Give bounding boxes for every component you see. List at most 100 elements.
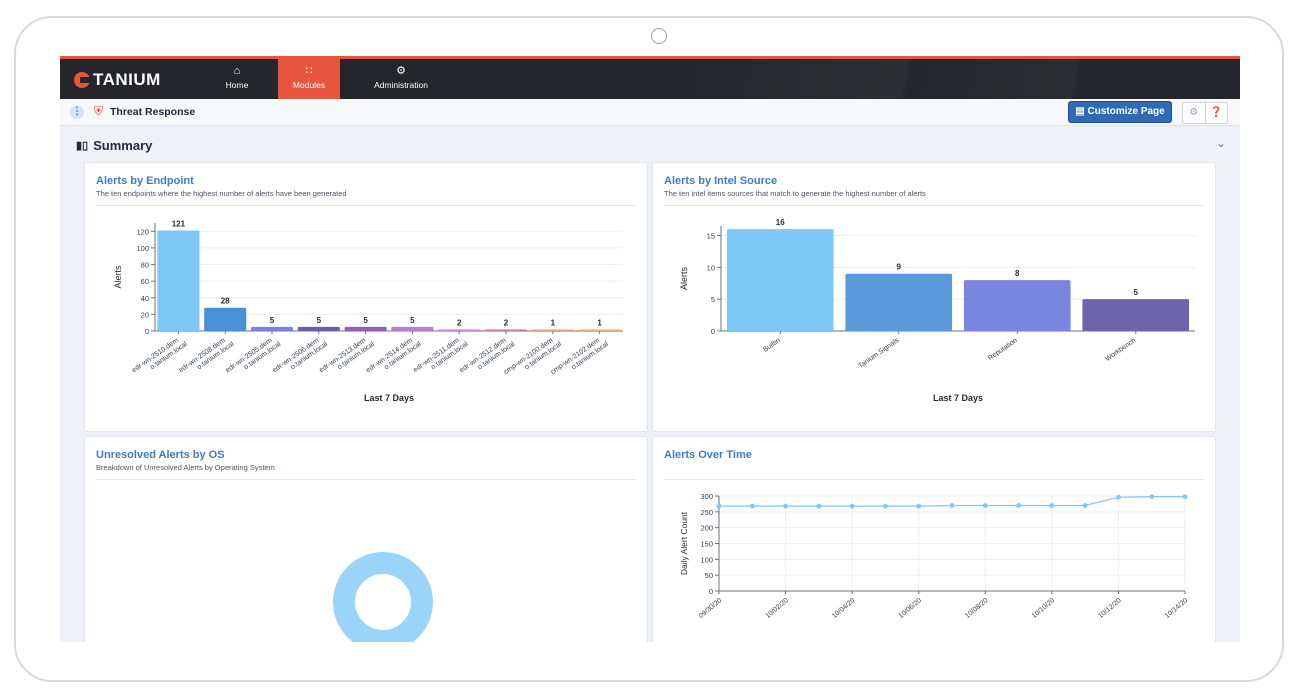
data-point (949, 503, 955, 508)
y-tick-label: 40 (141, 294, 149, 303)
customize-page-button[interactable]: ▤ Customize Page (1069, 102, 1171, 122)
data-point (1082, 503, 1088, 508)
nav-modules[interactable]: ∷ Modules (278, 59, 340, 99)
bar-value-label: 5 (1134, 288, 1139, 297)
panel-subtitle: The ten endpoints where the highest numb… (96, 189, 347, 198)
bar (578, 329, 621, 331)
alerts-by-intel-source-panel: Alerts by Intel Source The ten intel ite… (652, 162, 1216, 432)
y-tick-label: 200 (700, 524, 713, 533)
panel-title[interactable]: Alerts by Endpoint (96, 175, 194, 187)
bar-value-label: 28 (221, 297, 230, 306)
logo-text: TANIUM (93, 70, 161, 89)
panel-title[interactable]: Alerts Over Time (664, 449, 752, 461)
y-tick-label: 15 (707, 232, 715, 241)
bar (726, 229, 834, 331)
top-navigation-bar: TANIUM ⌂ Home ∷ Modules ⚙ Administration (60, 56, 1240, 99)
data-point (1016, 503, 1021, 508)
y-axis-label: Alerts (113, 265, 123, 289)
module-header-bar: ⋮ ⛨ Threat Response ▤ Customize Page ⚙ ❓ (60, 99, 1240, 126)
alerts-over-time-panel: Alerts Over Time 0 50 100 150 200 250 300 09/30… (652, 436, 1216, 642)
nav-administration[interactable]: ⚙ Administration (370, 59, 432, 99)
summary-title: Summary (93, 137, 153, 153)
panel-subtitle: Breakdown of Unresolved Alerts by Operat… (96, 463, 275, 472)
panel-subtitle: The ten intel items sources that match t… (664, 189, 926, 198)
bar (438, 329, 481, 331)
y-tick-label: 10 (707, 263, 715, 272)
module-title: Threat Response (110, 106, 196, 118)
camera-icon (651, 28, 667, 44)
help-icon[interactable]: ❓ (1204, 103, 1228, 123)
y-tick-label: 300 (700, 492, 713, 501)
bar-value-label: 16 (776, 218, 785, 227)
data-point (816, 503, 822, 509)
x-tick-label: Builtin (762, 337, 782, 354)
bar-value-label: 1 (551, 319, 556, 328)
bar (1082, 299, 1190, 331)
y-tick-label: 60 (141, 277, 149, 286)
data-point (749, 503, 755, 509)
bar (391, 326, 434, 331)
header-icon-buttons: ⚙ ❓ (1182, 102, 1228, 124)
os-donut-slice[interactable] (333, 552, 433, 642)
data-point (1149, 494, 1155, 500)
gear-icon[interactable]: ⚙ (1189, 107, 1199, 118)
bar-value-label: 5 (317, 316, 322, 325)
y-tick-label: 20 (141, 310, 149, 319)
x-axis-label: Last 7 Days (364, 393, 414, 403)
bar (157, 230, 200, 331)
bar-value-label: 5 (410, 316, 415, 325)
x-tick-label: 10/10/20 (1031, 597, 1056, 620)
data-point (849, 503, 855, 509)
x-tick-label: 09/30/20 (698, 597, 723, 620)
y-axis-label: Daily Alert Count (679, 511, 689, 575)
chevron-down-icon[interactable]: ⌄ (1215, 136, 1226, 150)
bar-value-label: 121 (172, 219, 186, 228)
x-tick-label: 10/04/20 (831, 597, 856, 620)
x-tick-label: 10/14/20 (1164, 597, 1189, 620)
data-point (783, 503, 788, 509)
y-tick-label: 150 (700, 540, 713, 549)
summary-section-header[interactable]: ▮▯ Summary ⌄ (76, 134, 1226, 156)
x-tick-label: edr-wn-2514.demo.tanium.local (365, 334, 423, 381)
y-tick-label: 0 (709, 587, 713, 596)
customize-page-label: Customize Page (1087, 106, 1165, 117)
data-point (1116, 494, 1121, 500)
y-tick-label: 50 (705, 571, 713, 580)
data-point (883, 503, 888, 509)
y-tick-label: 80 (141, 261, 149, 270)
nav-home[interactable]: ⌂ Home (206, 59, 268, 99)
x-tick-label: 10/02/20 (764, 597, 789, 620)
more-options-icon[interactable]: ⋮ (70, 105, 84, 119)
bar-value-label: 5 (363, 316, 368, 325)
data-point (1049, 503, 1055, 508)
shield-icon: ⛨ (94, 104, 104, 118)
data-point (1182, 494, 1188, 500)
bar-value-label: 2 (504, 318, 509, 327)
y-tick-label: 100 (700, 555, 713, 564)
tanium-logo[interactable]: TANIUM (74, 70, 161, 90)
gears-icon: ⚙ (396, 65, 406, 77)
panel-title[interactable]: Alerts by Intel Source (664, 175, 778, 187)
bar-chart-icon: ▮▯ (76, 139, 89, 152)
bar-value-label: 1 (597, 319, 602, 328)
x-tick-label: 10/12/20 (1097, 597, 1122, 620)
nav-administration-label: Administration (374, 80, 428, 90)
home-icon: ⌂ (233, 65, 241, 77)
x-tick-label: 10/06/20 (898, 597, 923, 620)
data-point (716, 503, 722, 509)
y-tick-label: 100 (136, 244, 149, 253)
y-axis-label: Alerts (679, 267, 689, 291)
app-screen: TANIUM ⌂ Home ∷ Modules ⚙ Administration… (60, 56, 1240, 642)
bar (531, 329, 574, 331)
nav-home-label: Home (225, 80, 249, 90)
y-tick-label: 5 (711, 295, 715, 304)
y-tick-label: 120 (136, 227, 149, 236)
panel-title[interactable]: Unresolved Alerts by OS (96, 449, 225, 461)
bar (204, 307, 247, 331)
alerts-by-endpoint-panel: Alerts by Endpoint The ten endpoints whe… (84, 162, 648, 432)
y-tick-label: 250 (700, 508, 713, 517)
grid-icon: ∷ (305, 65, 313, 77)
unresolved-alerts-by-os-panel: Unresolved Alerts by OS Breakdown of Unr… (84, 436, 648, 642)
bar-value-label: 5 (270, 316, 275, 325)
alerts-by-endpoint-chart: 020406080100120121edr-wn-2510.demo.taniu… (113, 219, 623, 403)
